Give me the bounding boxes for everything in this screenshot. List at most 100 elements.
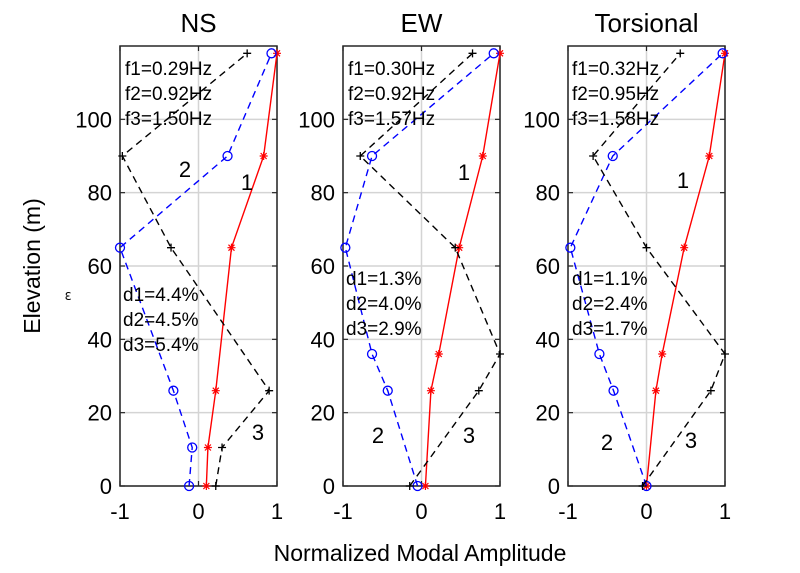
data-point	[273, 49, 281, 58]
frequency-label: f2=0.95Hz	[572, 84, 659, 105]
data-point	[243, 49, 252, 58]
y-tick-label: 100	[298, 107, 335, 132]
y-tick-label: 40	[536, 327, 560, 352]
mode-number-3: 3	[463, 423, 475, 448]
x-tick-label: -1	[333, 499, 353, 524]
data-point	[717, 48, 728, 59]
damping-label: d2=4.0%	[346, 294, 422, 315]
data-point	[183, 480, 195, 492]
mode-number-3: 3	[685, 428, 697, 453]
frequency-label: f2=0.92Hz	[125, 84, 212, 105]
data-point	[211, 482, 220, 490]
data-point	[340, 242, 351, 253]
y-tick-label: 40	[311, 327, 335, 352]
mode-number-2: 2	[372, 423, 384, 448]
data-point	[642, 243, 651, 252]
x-tick-label: 1	[494, 499, 506, 524]
damping-label: d1=4.4%	[123, 285, 199, 306]
mode-number-1: 1	[677, 168, 689, 193]
data-point	[356, 152, 365, 160]
data-point	[496, 49, 504, 58]
data-point	[187, 442, 198, 453]
y-tick-label: 100	[523, 107, 560, 132]
x-tick-label: -1	[558, 499, 578, 524]
mode-number-3: 3	[252, 420, 264, 445]
series-line	[569, 52, 724, 487]
y-tick-label: 40	[88, 327, 112, 352]
data-point	[496, 350, 504, 358]
data-point	[468, 49, 477, 58]
frequency-label: f2=0.92Hz	[348, 84, 435, 105]
mode-number-1: 1	[241, 170, 253, 195]
data-point	[608, 385, 619, 396]
series-line	[424, 53, 501, 487]
y-tick-label: 0	[548, 474, 560, 499]
x-tick-label: -1	[110, 499, 130, 524]
data-point	[658, 350, 667, 358]
y-tick-label: 20	[536, 401, 560, 426]
y-tick-label: 80	[311, 181, 335, 206]
series-mode-3	[356, 49, 504, 490]
data-point	[227, 243, 236, 252]
x-tick-label: 1	[719, 499, 731, 524]
y-tick-label: 80	[88, 181, 112, 206]
data-point	[434, 350, 443, 358]
data-point	[651, 386, 660, 395]
data-point	[638, 482, 647, 490]
frequency-label: f1=0.32Hz	[572, 59, 659, 80]
damping-label: d3=2.9%	[346, 319, 422, 340]
data-point	[607, 150, 618, 162]
panel-title: EW	[401, 8, 443, 38]
series-line	[119, 53, 273, 487]
data-point	[114, 242, 126, 253]
data-point	[366, 348, 378, 360]
x-axis-label: Normalized Modal Amplitude	[274, 540, 567, 566]
data-point	[168, 385, 179, 396]
series-mode-3	[589, 49, 729, 490]
series-mode-1	[202, 49, 281, 490]
data-point	[118, 152, 127, 160]
series-line	[344, 52, 495, 487]
data-point	[594, 348, 605, 360]
y-tick-label: 60	[536, 254, 560, 279]
damping-label: d2=2.4%	[572, 294, 648, 315]
data-point	[218, 443, 227, 452]
series-line	[592, 52, 726, 487]
data-point	[680, 243, 689, 252]
data-point	[706, 386, 715, 395]
data-point	[222, 150, 233, 162]
damping-label: d1=1.3%	[346, 269, 422, 290]
data-point	[202, 482, 211, 490]
x-tick-label: 0	[415, 499, 427, 524]
data-point	[705, 152, 714, 160]
data-point	[676, 49, 685, 58]
data-point	[474, 386, 483, 395]
data-point	[488, 48, 499, 59]
data-point	[426, 386, 435, 395]
data-point	[167, 243, 176, 252]
frequency-label: f1=0.30Hz	[348, 59, 435, 80]
y-tick-label: 20	[311, 401, 335, 426]
y-tick-label: 60	[88, 254, 112, 279]
data-point	[203, 443, 212, 452]
damping-label: d2=4.5%	[123, 310, 199, 331]
data-point	[451, 243, 460, 252]
data-point	[721, 350, 729, 358]
series-line	[645, 53, 726, 487]
x-tick-label: 0	[192, 499, 204, 524]
frequency-label: f1=0.29Hz	[125, 59, 212, 80]
damping-label: d3=1.7%	[572, 319, 648, 340]
mode-number-2: 2	[601, 430, 613, 455]
damping-label: d3=5.4%	[123, 335, 199, 356]
x-tick-label: 0	[640, 499, 652, 524]
data-point	[265, 386, 274, 395]
panel-title: NS	[180, 8, 216, 38]
series-line	[359, 52, 501, 487]
data-point	[405, 482, 414, 490]
data-point	[721, 49, 729, 58]
